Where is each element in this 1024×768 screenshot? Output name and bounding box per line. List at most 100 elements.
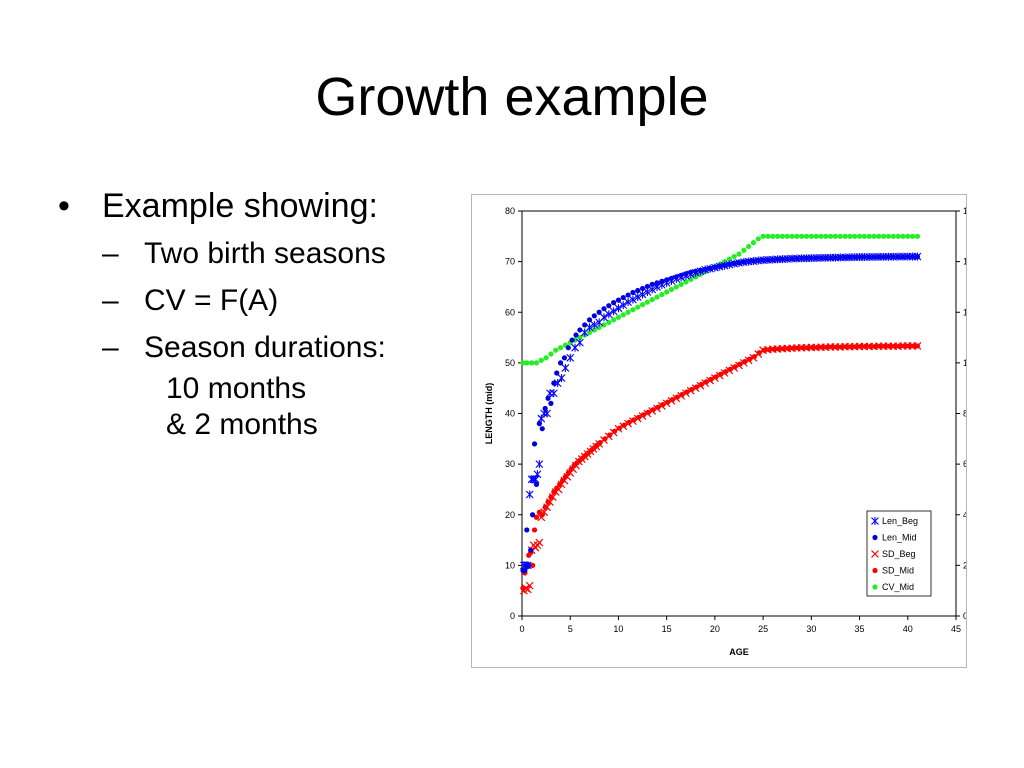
data-point	[659, 291, 665, 298]
data-point	[540, 508, 549, 517]
growth-chart: 0 10 20 30 40 50 60 70 80 0 2 4 6 8 10 12 14 16 0 5 10 15 20 25…	[484, 206, 966, 657]
data-point	[803, 233, 810, 239]
data-point	[672, 394, 681, 403]
data-point	[638, 412, 647, 420]
legend-marker	[872, 534, 878, 541]
data-point	[561, 355, 568, 361]
x-tick-label: 20	[710, 624, 720, 634]
dash-icon: –	[102, 331, 119, 364]
data-point	[524, 360, 530, 366]
data-point	[895, 233, 901, 239]
data-point	[557, 345, 564, 351]
chart-frame: 0 10 20 30 40 50 60 70 80 0 2 4 6 8 10 12 14 16 0 5 10 15 20 25…	[471, 194, 967, 668]
data-point	[591, 327, 597, 333]
data-point	[701, 265, 710, 274]
data-point	[731, 253, 737, 260]
data-point	[600, 313, 608, 322]
y2-tick-label: 6	[963, 459, 966, 469]
data-point	[847, 233, 853, 239]
data-point	[913, 341, 922, 350]
data-point	[596, 324, 602, 331]
data-point	[780, 346, 786, 352]
data-point	[828, 233, 834, 239]
data-point	[794, 233, 800, 239]
data-point	[800, 345, 806, 351]
data-point	[710, 263, 719, 272]
data-point	[750, 240, 757, 246]
data-point	[657, 280, 666, 289]
data-point	[760, 233, 766, 239]
data-point	[866, 233, 872, 239]
data-point	[577, 327, 583, 333]
data-point	[749, 353, 758, 362]
data-point	[619, 422, 628, 431]
data-point	[720, 261, 729, 270]
data-point	[832, 233, 839, 239]
bullet-list: • Example showing: – Two birth seasons –…	[58, 182, 386, 443]
data-point	[577, 334, 583, 341]
legend-label: Len_Mid	[882, 533, 917, 543]
data-point	[615, 297, 622, 303]
dash-icon: –	[102, 284, 119, 317]
x-tick-label: 15	[662, 624, 672, 634]
data-point	[531, 441, 538, 447]
data-point	[557, 360, 564, 366]
data-point	[644, 299, 650, 305]
sub-bullet-cv: – CV = F(A)	[102, 277, 386, 324]
data-point	[693, 274, 699, 280]
data-point	[896, 343, 902, 349]
data-point	[856, 233, 863, 239]
data-point	[531, 527, 538, 533]
data-point	[601, 306, 607, 312]
data-point	[649, 281, 655, 288]
data-point	[910, 233, 916, 239]
data-point	[913, 252, 922, 261]
legend-label: SD_Mid	[882, 566, 914, 576]
data-point	[585, 323, 594, 332]
data-point	[779, 233, 785, 239]
data-point	[814, 344, 820, 351]
data-point	[876, 233, 882, 239]
data-point	[644, 283, 650, 290]
y2-tick-label: 8	[963, 409, 966, 419]
data-point	[557, 374, 566, 383]
data-point	[653, 282, 661, 291]
data-point	[573, 332, 579, 338]
y-tick-label: 0	[510, 611, 515, 621]
y-tick-label: 40	[505, 409, 515, 419]
data-point	[609, 428, 618, 437]
data-point	[554, 370, 560, 376]
data-point	[529, 360, 535, 366]
data-point	[673, 284, 679, 290]
data-point	[591, 313, 597, 319]
data-point	[615, 314, 622, 320]
data-point	[739, 358, 748, 367]
data-point	[736, 251, 742, 257]
data-point	[691, 268, 700, 277]
data-point	[872, 343, 878, 350]
data-point	[857, 343, 864, 350]
y2-tick-label: 0	[963, 611, 966, 621]
data-point	[662, 278, 671, 287]
data-point	[725, 260, 734, 269]
bullet-dot-icon: •	[58, 187, 70, 225]
data-point	[600, 436, 608, 445]
data-point	[582, 322, 588, 328]
data-point	[809, 344, 815, 351]
data-point	[572, 461, 580, 470]
data-point	[715, 262, 724, 271]
data-point	[677, 273, 686, 282]
legend-marker	[871, 550, 879, 558]
data-point	[548, 493, 557, 501]
data-point	[614, 424, 623, 433]
data-point	[910, 343, 917, 349]
data-point	[566, 353, 575, 362]
chart-legend: Len_Beg Len_Mid SD_Beg SD_Mid CV_Mid	[866, 510, 932, 597]
data-point	[633, 414, 642, 423]
data-point	[546, 498, 554, 507]
data-point	[520, 360, 526, 366]
data-point	[639, 285, 646, 292]
data-point	[629, 295, 637, 304]
legend-label: Len_Beg	[882, 516, 918, 526]
y-tick-label: 60	[505, 307, 515, 317]
